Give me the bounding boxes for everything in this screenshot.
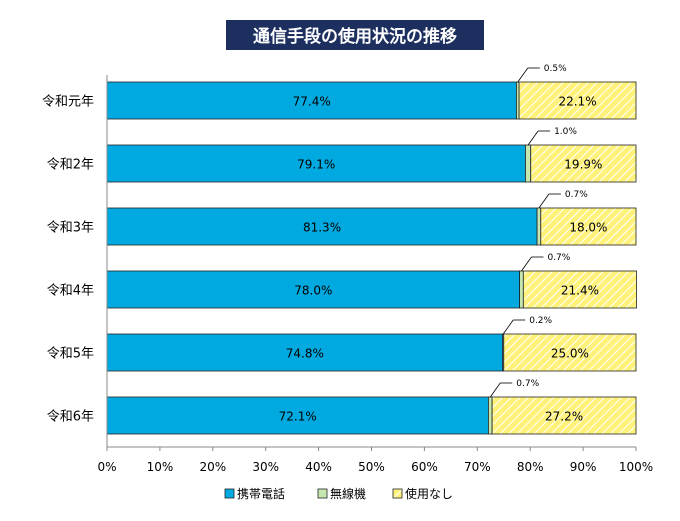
leader-line bbox=[489, 382, 501, 398]
x-tick-label: 90% bbox=[570, 460, 597, 474]
x-tick-label: 50% bbox=[358, 460, 385, 474]
leader-line bbox=[517, 67, 529, 83]
data-label: 27.2% bbox=[545, 410, 583, 424]
bar-segment bbox=[522, 270, 637, 309]
x-tick-label: 40% bbox=[305, 460, 332, 474]
x-tick-label: 100% bbox=[619, 460, 653, 474]
bar-segment bbox=[106, 396, 489, 435]
data-label: 74.8% bbox=[286, 347, 324, 361]
data-label: 78.0% bbox=[294, 284, 332, 298]
x-tick-label: 20% bbox=[199, 460, 226, 474]
bar-segment bbox=[491, 396, 637, 435]
x-tick-label: 10% bbox=[147, 460, 174, 474]
x-tick-label: 60% bbox=[411, 460, 438, 474]
leader-line bbox=[521, 256, 532, 272]
data-label: 21.4% bbox=[561, 284, 599, 298]
bar-segment bbox=[540, 207, 637, 246]
bar-segment bbox=[503, 333, 637, 372]
bar-segment bbox=[525, 144, 532, 183]
x-tick-label: 30% bbox=[252, 460, 279, 474]
data-label: 0.2% bbox=[529, 316, 552, 326]
bar-segment bbox=[536, 207, 542, 246]
data-label: 0.5% bbox=[544, 64, 567, 74]
leader-line bbox=[527, 130, 539, 146]
category-label: 令和4年 bbox=[47, 284, 94, 299]
bar-segment bbox=[519, 270, 524, 309]
data-label: 0.7% bbox=[516, 379, 539, 389]
data-label: 18.0% bbox=[569, 221, 607, 235]
data-label: 19.9% bbox=[564, 158, 602, 172]
category-label: 令和3年 bbox=[47, 221, 94, 236]
data-label: 22.1% bbox=[558, 95, 596, 109]
bar-segment bbox=[106, 270, 521, 309]
data-label: 1.0% bbox=[554, 127, 577, 137]
title-background bbox=[226, 20, 484, 50]
bar-segment bbox=[488, 396, 493, 435]
data-label: 81.3% bbox=[303, 221, 341, 235]
bar-segment bbox=[106, 207, 538, 246]
leader-line bbox=[538, 193, 550, 209]
data-label: 25.0% bbox=[551, 347, 589, 361]
legend-swatch bbox=[224, 488, 235, 499]
bar-segment bbox=[530, 144, 637, 183]
legend-label: 使用なし bbox=[405, 486, 453, 501]
chart-title: 通信手段の使用状況の推移 bbox=[253, 26, 457, 47]
legend-swatch bbox=[317, 488, 328, 499]
legend-label: 携帯電話 bbox=[237, 486, 285, 501]
plot-area: 令和元年 77.4% 0.5% 22.1% 令和2年 79.1% 1.0% 19.9% 令和3年… bbox=[42, 64, 653, 501]
category-label: 令和6年 bbox=[47, 410, 94, 425]
category-label: 令和2年 bbox=[47, 158, 94, 173]
data-label: 0.7% bbox=[547, 253, 570, 263]
bar-segment bbox=[106, 81, 517, 120]
category-label: 令和元年 bbox=[42, 95, 94, 110]
data-label: 0.7% bbox=[565, 190, 588, 200]
leader-line bbox=[502, 319, 514, 335]
data-label: 79.1% bbox=[297, 158, 335, 172]
legend-label: 無線機 bbox=[330, 486, 366, 501]
bar-segment bbox=[518, 81, 637, 120]
x-tick-label: 80% bbox=[517, 460, 544, 474]
x-tick-label: 70% bbox=[464, 460, 491, 474]
x-tick-label: 0% bbox=[97, 460, 116, 474]
category-label: 令和5年 bbox=[47, 347, 94, 362]
data-label: 72.1% bbox=[279, 410, 317, 424]
legend-swatch bbox=[392, 488, 403, 499]
data-label: 77.4% bbox=[293, 95, 331, 109]
